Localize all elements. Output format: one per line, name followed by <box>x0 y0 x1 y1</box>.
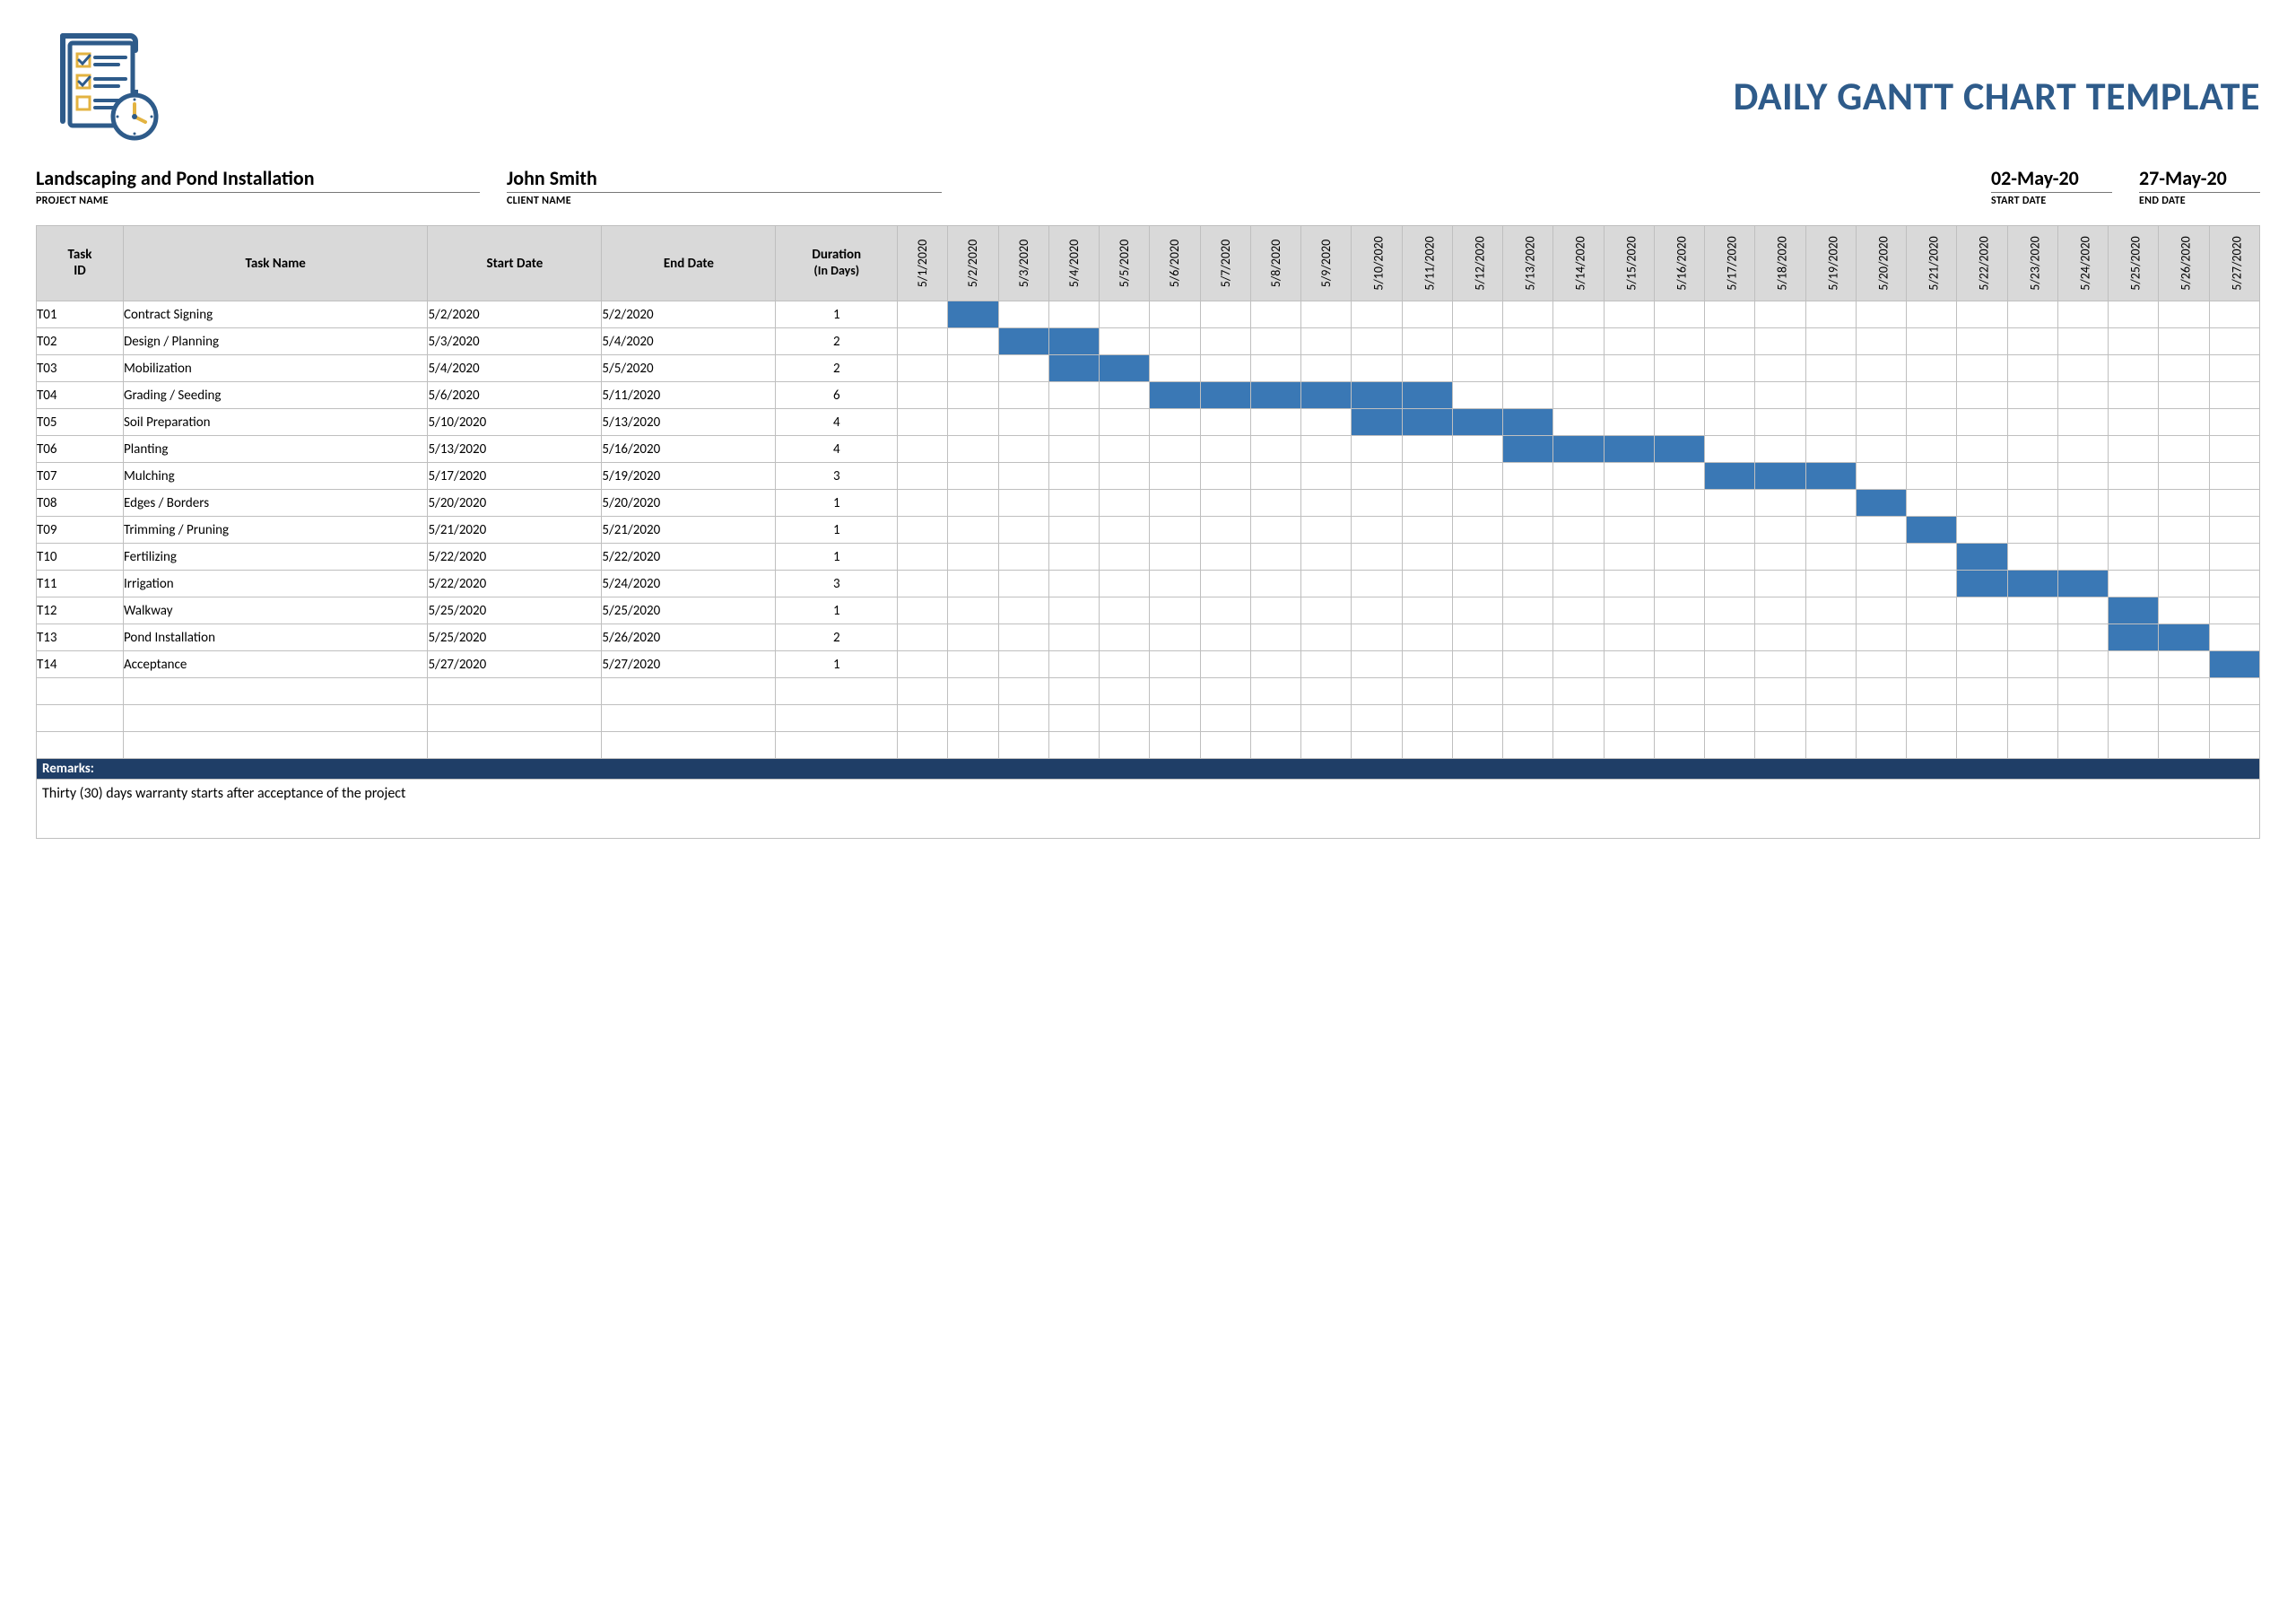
table-row <box>37 678 2260 705</box>
col-header-date: 5/4/2020 <box>1048 226 1099 301</box>
project-name-label: PROJECT NAME <box>36 193 480 207</box>
col-header-date: 5/13/2020 <box>1503 226 1553 301</box>
table-row: T13Pond Installation5/25/20205/26/20202 <box>37 624 2260 651</box>
table-row: T12Walkway5/25/20205/25/20201 <box>37 597 2260 624</box>
client-name-label: CLIENT NAME <box>507 193 942 207</box>
table-row: T08Edges / Borders5/20/20205/20/20201 <box>37 490 2260 517</box>
table-row <box>37 732 2260 759</box>
table-row: T05Soil Preparation5/10/20205/13/20204 <box>37 409 2260 436</box>
col-header-date: 5/15/2020 <box>1604 226 1654 301</box>
col-header-date: 5/9/2020 <box>1301 226 1352 301</box>
col-header-date: 5/1/2020 <box>898 226 948 301</box>
col-header-date: 5/2/2020 <box>948 226 998 301</box>
end-date-value: 27-May-20 <box>2139 166 2260 193</box>
col-header-date: 5/11/2020 <box>1402 226 1452 301</box>
col-header-date: 5/26/2020 <box>2159 226 2209 301</box>
col-header-date: 5/3/2020 <box>998 226 1048 301</box>
col-header-date: 5/22/2020 <box>1957 226 2007 301</box>
project-name-value: Landscaping and Pond Installation <box>36 166 480 193</box>
start-date-label: START DATE <box>1991 193 2112 207</box>
table-row: T03Mobilization5/4/20205/5/20202 <box>37 355 2260 382</box>
col-header-duration: Duration(In Days) <box>776 226 898 301</box>
remarks-label: Remarks: <box>36 759 2260 780</box>
page-title: DAILY GANTT CHART TEMPLATE <box>170 27 2260 120</box>
client-name-value: John Smith <box>507 166 942 193</box>
table-row: T04Grading / Seeding5/6/20205/11/20206 <box>37 382 2260 409</box>
col-header-date: 5/23/2020 <box>2007 226 2057 301</box>
col-header-end: End Date <box>602 226 776 301</box>
project-info-row: Landscaping and Pond Installation PROJEC… <box>36 166 2260 207</box>
table-row: T01Contract Signing5/2/20205/2/20201 <box>37 301 2260 328</box>
checklist-stopwatch-icon <box>36 27 170 148</box>
remarks-text: Thirty (30) days warranty starts after a… <box>36 780 2260 839</box>
col-header-date: 5/6/2020 <box>1150 226 1200 301</box>
col-header-date: 5/7/2020 <box>1200 226 1250 301</box>
col-header-date: 5/27/2020 <box>2209 226 2259 301</box>
col-header-start: Start Date <box>428 226 602 301</box>
col-header-date: 5/19/2020 <box>1805 226 1856 301</box>
col-header-date: 5/8/2020 <box>1250 226 1300 301</box>
col-header-date: 5/25/2020 <box>2109 226 2159 301</box>
end-date-label: END DATE <box>2139 193 2260 207</box>
table-row <box>37 705 2260 732</box>
table-row: T09Trimming / Pruning5/21/20205/21/20201 <box>37 517 2260 544</box>
table-row: T02Design / Planning5/3/20205/4/20202 <box>37 328 2260 355</box>
col-header-date: 5/10/2020 <box>1352 226 1402 301</box>
col-header-date: 5/16/2020 <box>1654 226 1704 301</box>
table-row: T11Irrigation5/22/20205/24/20203 <box>37 571 2260 597</box>
gantt-table: TaskID Task Name Start Date End Date Dur… <box>36 225 2260 759</box>
col-header-name: Task Name <box>123 226 427 301</box>
start-date-value: 02-May-20 <box>1991 166 2112 193</box>
col-header-date: 5/20/2020 <box>1856 226 1906 301</box>
col-header-date: 5/18/2020 <box>1755 226 1805 301</box>
col-header-date: 5/5/2020 <box>1100 226 1150 301</box>
col-header-date: 5/12/2020 <box>1452 226 1502 301</box>
col-header-date: 5/24/2020 <box>2057 226 2108 301</box>
col-header-id: TaskID <box>37 226 124 301</box>
table-row: T14Acceptance5/27/20205/27/20201 <box>37 651 2260 678</box>
table-row: T10Fertilizing5/22/20205/22/20201 <box>37 544 2260 571</box>
table-row: T06Planting5/13/20205/16/20204 <box>37 436 2260 463</box>
col-header-date: 5/21/2020 <box>1907 226 1957 301</box>
table-row: T07Mulching5/17/20205/19/20203 <box>37 463 2260 490</box>
col-header-date: 5/14/2020 <box>1553 226 1604 301</box>
col-header-date: 5/17/2020 <box>1705 226 1755 301</box>
